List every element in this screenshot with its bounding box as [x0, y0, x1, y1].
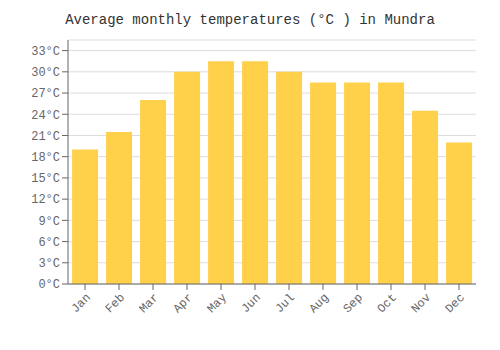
svg-text:Nov: Nov — [409, 291, 434, 316]
svg-text:Jan: Jan — [69, 291, 94, 316]
svg-text:12°C: 12°C — [31, 193, 60, 207]
svg-text:Dec: Dec — [443, 291, 468, 316]
svg-text:Jul: Jul — [273, 291, 298, 316]
svg-text:27°C: 27°C — [31, 87, 60, 101]
html-text:Average monthly temperatures (: Average monthly temperatures (°C ) in Mu… — [65, 12, 435, 28]
svg-text:Mar: Mar — [137, 291, 162, 316]
svg-text:Oct: Oct — [375, 291, 400, 316]
svg-text:0°C: 0°C — [38, 278, 60, 292]
svg-text:Aug: Aug — [307, 291, 332, 316]
svg-text:24°C: 24°C — [31, 109, 60, 123]
svg-text:21°C: 21°C — [31, 130, 60, 144]
svg-text:Sep: Sep — [341, 291, 366, 316]
svg-text:15°C: 15°C — [31, 172, 60, 186]
svg-text:Apr: Apr — [171, 291, 196, 316]
svg-text:9°C: 9°C — [38, 215, 60, 229]
svg-text:33°C: 33°C — [31, 45, 60, 59]
svg-text:18°C: 18°C — [31, 151, 60, 165]
svg-text:Jun: Jun — [239, 291, 264, 316]
svg-text:30°C: 30°C — [31, 66, 60, 80]
svg-text:May: May — [205, 291, 230, 316]
svg-text:Feb: Feb — [103, 291, 128, 316]
svg-text:3°C: 3°C — [38, 257, 60, 271]
svg-text:6°C: 6°C — [38, 236, 60, 250]
